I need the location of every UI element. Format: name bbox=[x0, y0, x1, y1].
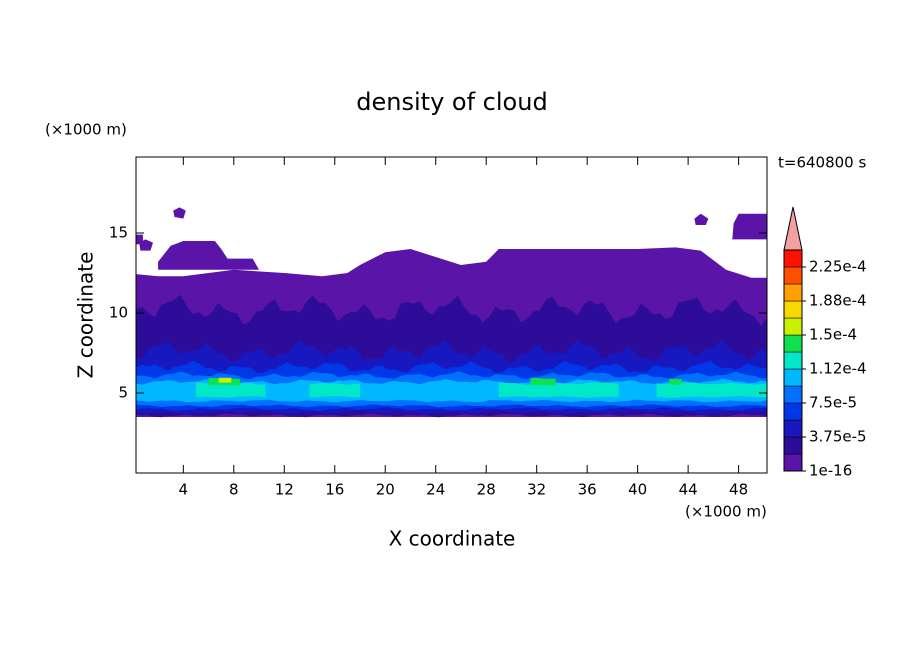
colorbar-tick-label: 1.12e-4 bbox=[809, 360, 867, 378]
contour-region bbox=[530, 377, 556, 386]
x-tick-label: 44 bbox=[679, 481, 698, 499]
colorbar-tick-label: 1e-16 bbox=[809, 462, 852, 480]
contour-region bbox=[195, 381, 266, 398]
x-tick-label: 28 bbox=[477, 481, 496, 499]
contour-region bbox=[669, 378, 682, 385]
contour-region bbox=[694, 213, 709, 225]
colorbar-box bbox=[783, 249, 803, 268]
plot-frame bbox=[135, 156, 768, 474]
colorbar-tick-label: 3.75e-5 bbox=[809, 428, 867, 446]
y-axis-label: Z coordinate bbox=[74, 252, 98, 379]
colorbar-box bbox=[783, 266, 803, 285]
contour-field bbox=[136, 207, 767, 418]
contour-region bbox=[136, 234, 143, 245]
colorbar-box bbox=[783, 453, 803, 472]
colorbar-box bbox=[783, 419, 803, 438]
colorbar-box bbox=[783, 436, 803, 455]
colorbar-box bbox=[783, 300, 803, 319]
contour-region bbox=[173, 207, 186, 219]
chart-title: density of cloud bbox=[356, 88, 547, 116]
colorbar-frame bbox=[783, 249, 803, 472]
colorbar-box bbox=[783, 402, 803, 421]
contour-region bbox=[498, 382, 619, 398]
x-tick-label: 32 bbox=[527, 481, 546, 499]
x-tick-label: 4 bbox=[179, 481, 189, 499]
y-tick-label: 15 bbox=[109, 224, 128, 242]
x-tick-label: 40 bbox=[628, 481, 647, 499]
colorbar-tick-label: 1.5e-4 bbox=[809, 326, 857, 344]
colorbar-tick-label: 7.5e-5 bbox=[809, 394, 857, 412]
colorbar-box bbox=[783, 334, 803, 353]
time-label: t=640800 s bbox=[778, 154, 866, 172]
contour-region bbox=[656, 382, 767, 398]
colorbar-box bbox=[783, 317, 803, 336]
x-tick-label: 20 bbox=[376, 481, 395, 499]
colorbar-tick-label: 2.25e-4 bbox=[809, 258, 867, 276]
x-tick-label: 12 bbox=[275, 481, 294, 499]
y-unit: (×1000 m) bbox=[45, 121, 127, 139]
x-tick-label: 24 bbox=[426, 481, 445, 499]
colorbar-box bbox=[783, 351, 803, 370]
x-tick-label: 8 bbox=[229, 481, 239, 499]
colorbar-box bbox=[783, 283, 803, 302]
x-tick-label: 48 bbox=[729, 481, 748, 499]
contour-region bbox=[218, 377, 232, 383]
x-unit: (×1000 m) bbox=[685, 503, 767, 521]
colorbar-box bbox=[783, 368, 803, 387]
y-tick-label: 10 bbox=[109, 304, 128, 322]
colorbar-extend bbox=[783, 206, 803, 251]
contour-region bbox=[309, 383, 360, 398]
axes: 4 8 12 16 20 24 28 32 36 40 44 48510151e-163.75e-57… bbox=[109, 156, 867, 499]
colorbar-tick-label: 1.88e-4 bbox=[809, 292, 867, 310]
colorbar-box bbox=[783, 385, 803, 404]
x-axis-label: X coordinate bbox=[389, 527, 516, 551]
contour-region bbox=[158, 241, 259, 270]
contour-region bbox=[732, 213, 767, 240]
y-tick-label: 5 bbox=[118, 384, 128, 402]
x-tick-label: 16 bbox=[325, 481, 344, 499]
x-tick-label: 36 bbox=[578, 481, 597, 499]
